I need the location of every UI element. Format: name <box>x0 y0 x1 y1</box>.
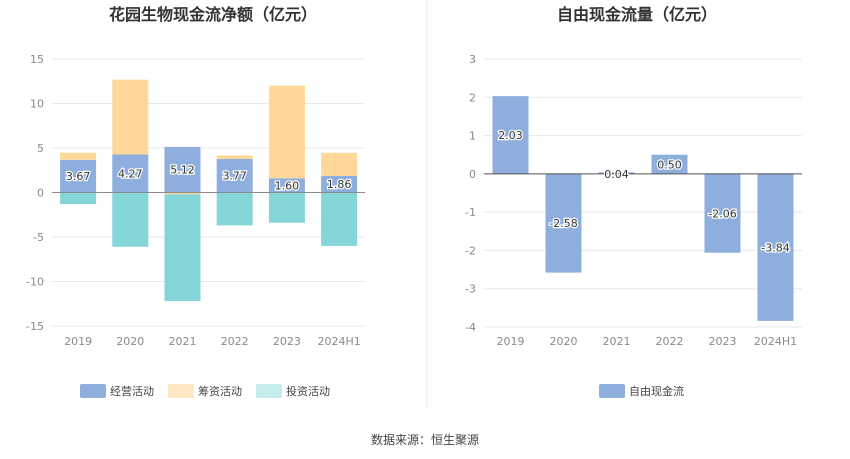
right-x-tick-label: 2023 <box>709 335 737 348</box>
left-x-tick-label: 2024H1 <box>317 335 360 348</box>
right-x-tick-label: 2019 <box>497 335 525 348</box>
bar-free-cash-flow-2021[interactable] <box>598 172 635 174</box>
left-x-axis: 2019 2020 2021 2022 2023 2024H1 <box>64 335 361 348</box>
legend-swatch-operating <box>80 384 106 398</box>
left-x-tick-label: 2019 <box>64 335 92 348</box>
bar-financing-2023[interactable] <box>268 85 305 179</box>
left-y-tick-label: 5 <box>37 142 44 155</box>
left-legend: 经营活动 筹资活动 投资活动 <box>80 384 330 398</box>
bar-free-cash-flow-2023[interactable] <box>704 173 741 253</box>
right-y-tick-label: -4 <box>465 321 476 334</box>
bar-financing-2021[interactable] <box>164 192 201 195</box>
right-x-tick-label: 2021 <box>603 335 631 348</box>
bar-operating-2019[interactable] <box>60 159 97 193</box>
bar-free-cash-flow-2020[interactable] <box>545 173 582 273</box>
right-data-label: 2.03 <box>498 129 523 142</box>
right-y-tick-label: -2 <box>465 244 476 257</box>
bar-operating-2021[interactable] <box>164 146 201 193</box>
legend-swatch-free-cash-flow <box>599 384 625 398</box>
bar-operating-2023[interactable] <box>268 178 305 193</box>
left-data-labels: 3.67 4.27 5.12 3.77 1.60 1.86 <box>65 162 353 193</box>
left-data-label: 4.27 <box>118 167 143 180</box>
left-y-tick-label: -5 <box>33 231 44 244</box>
right-data-label: -3.84 <box>761 241 789 254</box>
legend-label-financing: 筹资活动 <box>198 384 242 398</box>
left-x-tick-label: 2023 <box>273 335 301 348</box>
bar-free-cash-flow-2024H1[interactable] <box>757 173 794 321</box>
left-data-label: 3.67 <box>66 170 91 183</box>
right-bars <box>484 96 802 321</box>
right-data-label: -2.58 <box>549 217 577 230</box>
right-y-tick-label: 0 <box>469 168 476 181</box>
bar-financing-2019[interactable] <box>60 152 97 160</box>
right-grid <box>484 58 802 328</box>
bar-operating-2024H1[interactable] <box>321 175 358 193</box>
bar-operating-2020[interactable] <box>112 154 149 193</box>
bar-investing-2024H1[interactable] <box>321 192 358 246</box>
right-y-tick-label: 1 <box>469 130 476 143</box>
bar-investing-2023[interactable] <box>268 192 305 223</box>
left-x-tick-label: 2020 <box>116 335 144 348</box>
right-data-labels: 2.03 -2.58 0.04 0.50 -2.06 -3.84 <box>497 128 791 256</box>
legend-swatch-investing <box>256 384 282 398</box>
right-data-label: 0.50 <box>657 158 682 171</box>
right-y-tick-label: -3 <box>465 283 476 296</box>
left-y-tick-label: 0 <box>37 187 44 200</box>
source-note: 数据来源：恒生聚源 <box>371 432 479 447</box>
legend-item-financing[interactable]: 筹资活动 <box>168 384 242 398</box>
left-y-tick-label: -15 <box>26 320 44 333</box>
bar-financing-2022[interactable] <box>216 155 253 159</box>
bar-investing-2021[interactable] <box>164 194 201 302</box>
left-y-tick-label: 15 <box>30 53 44 66</box>
left-x-tick-label: 2022 <box>221 335 249 348</box>
bar-free-cash-flow-2022[interactable] <box>651 154 688 174</box>
right-x-tick-label: 2020 <box>550 335 578 348</box>
right-y-tick-label: 3 <box>469 53 476 66</box>
free-cash-flow-chart: 自由现金流量（亿元） 3 2 1 0 -1 -2 -3 -4 2019 2020 2021 2022… <box>465 5 802 398</box>
left-data-label: 3.77 <box>222 170 247 183</box>
left-x-tick-label: 2021 <box>169 335 197 348</box>
right-y-tick-label: 2 <box>469 91 476 104</box>
legend-label-free-cash-flow: 自由现金流 <box>629 384 684 398</box>
right-data-label: 0.04 <box>604 168 629 181</box>
left-y-tick-label: -10 <box>26 276 44 289</box>
right-chart-title: 自由现金流量（亿元） <box>557 5 717 24</box>
right-x-tick-label: 2022 <box>656 335 684 348</box>
left-bars <box>52 79 365 302</box>
bar-investing-2019[interactable] <box>60 192 97 205</box>
right-x-axis: 2019 2020 2021 2022 2023 2024H1 <box>497 335 798 348</box>
right-legend: 自由现金流 <box>599 384 684 398</box>
bar-financing-2020[interactable] <box>112 79 149 155</box>
legend-label-operating: 经营活动 <box>110 384 154 398</box>
cash-flow-net-chart: 花园生物现金流净额（亿元） 15 10 5 0 -5 -10 -15 2019 2020 202… <box>26 5 365 398</box>
bar-free-cash-flow-2019[interactable] <box>492 96 529 174</box>
legend-item-free-cash-flow[interactable]: 自由现金流 <box>599 384 684 398</box>
legend-label-investing: 投资活动 <box>286 384 330 398</box>
legend-swatch-financing <box>168 384 194 398</box>
left-y-axis: 15 10 5 0 -5 -10 -15 <box>26 53 44 333</box>
legend-item-investing[interactable]: 投资活动 <box>256 384 330 398</box>
right-x-tick-label: 2024H1 <box>754 335 797 348</box>
left-chart-title: 花园生物现金流净额（亿元） <box>109 5 317 24</box>
right-y-axis: 3 2 1 0 -1 -2 -3 -4 <box>465 53 476 334</box>
bar-investing-2022[interactable] <box>216 192 253 226</box>
bar-financing-2024H1[interactable] <box>321 152 358 176</box>
left-data-label: 1.60 <box>275 179 300 192</box>
right-data-label: -2.06 <box>708 207 736 220</box>
left-data-label: 5.12 <box>170 164 195 177</box>
legend-item-operating[interactable]: 经营活动 <box>80 384 154 398</box>
right-y-tick-label: -1 <box>465 206 476 219</box>
left-data-label: 1.86 <box>327 178 352 191</box>
bar-operating-2022[interactable] <box>216 158 253 193</box>
bar-investing-2020[interactable] <box>112 192 149 247</box>
left-y-tick-label: 10 <box>30 98 44 111</box>
